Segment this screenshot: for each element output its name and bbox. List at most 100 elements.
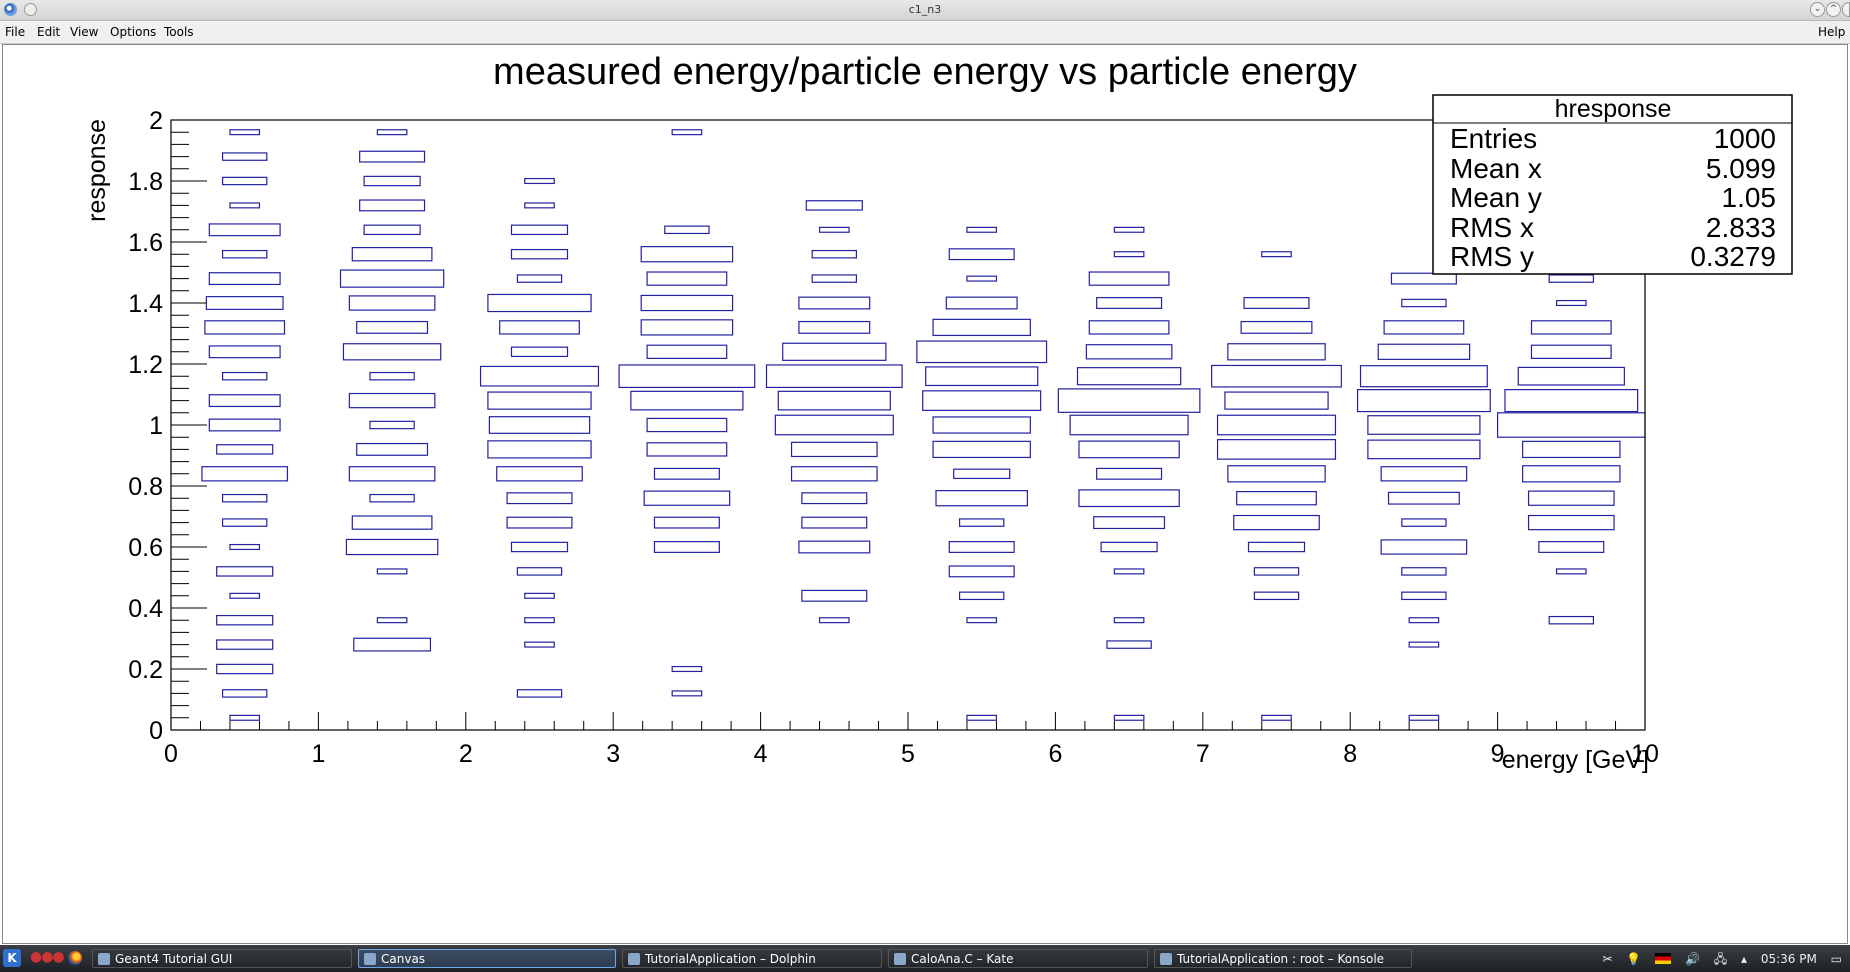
window-titlebar: c1_n3 ⌄ ^: [0, 0, 1850, 21]
histogram-box: [790, 441, 878, 458]
histogram-box: [1113, 251, 1145, 258]
histogram-box: [216, 639, 274, 650]
histogram-box: [774, 414, 894, 436]
histogram-box: [524, 177, 555, 185]
histogram-box: [1390, 272, 1457, 285]
histogram-box: [798, 320, 871, 334]
histogram-box: [345, 538, 439, 556]
histogram-box: [664, 225, 710, 235]
bulb-icon[interactable]: 💡: [1626, 952, 1642, 966]
task-label: TutorialApplication – Dolphin: [645, 952, 816, 966]
histogram-box: [204, 320, 286, 335]
histogram-box: [953, 468, 1011, 480]
histogram-box: [1113, 714, 1145, 721]
task-dolphin[interactable]: TutorialApplication – Dolphin: [622, 949, 882, 968]
histogram-box: [221, 493, 268, 503]
histogram-box: [1356, 389, 1491, 413]
app-icon[interactable]: [4, 3, 17, 16]
histogram-box: [1548, 274, 1595, 283]
histogram-box: [811, 274, 858, 283]
histogram-box: [487, 440, 592, 459]
stats-value-mean-y: 1.05: [1722, 182, 1777, 213]
task-label: TutorialApplication : root – Konsole: [1177, 952, 1385, 966]
kde-menu-icon[interactable]: K: [3, 949, 21, 967]
x-tick-label: 7: [1196, 740, 1210, 768]
y-tick-label: 2: [149, 107, 163, 135]
histogram-box: [1227, 343, 1326, 361]
menu-help[interactable]: Help: [1818, 25, 1846, 39]
keyboard-layout-icon[interactable]: [1655, 953, 1672, 964]
tray-arrow-icon[interactable]: ▴: [1740, 952, 1747, 966]
menu-file[interactable]: File: [5, 25, 26, 39]
firefox-icon[interactable]: [68, 951, 82, 965]
histogram-box: [1096, 467, 1163, 480]
histogram-box: [348, 392, 436, 409]
scissors-icon[interactable]: ✂: [1602, 952, 1613, 966]
histogram-box: [1408, 714, 1440, 721]
menu-edit[interactable]: Edit: [37, 25, 61, 39]
pin-icon[interactable]: [24, 3, 37, 16]
task-canvas[interactable]: Canvas: [358, 949, 616, 968]
histogram-box: [777, 390, 891, 411]
histogram-box: [510, 541, 569, 553]
chart-title: measured energy/particle energy vs parti…: [493, 51, 1357, 93]
histogram-box: [646, 442, 728, 457]
histogram-box: [630, 390, 744, 411]
histogram-box: [216, 444, 274, 455]
y-axis-label: response: [83, 119, 111, 222]
volume-icon[interactable]: 🔊: [1684, 952, 1700, 966]
histogram-box: [966, 226, 998, 233]
histogram-box: [524, 641, 555, 648]
x-tick-label: 2: [459, 740, 473, 768]
activity-dots-icon[interactable]: ●●●: [30, 949, 65, 965]
histogram-box: [208, 223, 281, 237]
histogram-box: [966, 714, 998, 721]
stats-box: hresponse Entries 1000 Mean x 5.099 Mean…: [1432, 94, 1793, 275]
histogram-box: [640, 294, 734, 312]
histogram-box: [1057, 388, 1201, 413]
histogram-box: [1113, 568, 1145, 575]
histogram-box: [351, 247, 433, 262]
close-button[interactable]: [1842, 2, 1850, 17]
histogram-box: [1078, 440, 1180, 459]
histogram-box: [966, 617, 998, 624]
histogram-box: [229, 202, 261, 209]
stats-label-rms-x: RMS x: [1450, 212, 1534, 243]
y-tick-label: 1.4: [128, 290, 163, 318]
maximize-button[interactable]: ^: [1826, 2, 1841, 17]
network-icon[interactable]: 🖧: [1713, 952, 1728, 966]
desktop-icon[interactable]: ▭: [1830, 952, 1842, 966]
x-tick-label: 9: [1491, 740, 1505, 768]
menu-tools[interactable]: Tools: [164, 25, 194, 39]
menu-options[interactable]: Options: [110, 25, 157, 39]
task-konsole[interactable]: TutorialApplication : root – Konsole: [1154, 949, 1412, 968]
x-tick-label: 6: [1048, 740, 1062, 768]
histogram-box: [646, 271, 728, 286]
histogram-box: [1380, 539, 1468, 555]
histogram-box: [1522, 440, 1621, 459]
histogram-box: [221, 152, 268, 161]
histogram-box: [640, 319, 734, 336]
histogram-box: [1088, 271, 1170, 286]
histogram-box: [1401, 298, 1447, 308]
stats-label-mean-y: Mean y: [1450, 182, 1542, 213]
histogram-box: [671, 690, 703, 697]
menu-view[interactable]: View: [70, 25, 99, 39]
root-canvas[interactable]: measured energy/particle energy vs parti…: [2, 44, 1848, 944]
histogram-box: [1401, 518, 1447, 527]
histogram-box: [958, 591, 1005, 601]
histogram-box: [376, 129, 408, 136]
histogram-box: [1401, 591, 1447, 601]
task-geant4-gui[interactable]: Geant4 Tutorial GUI: [92, 949, 352, 968]
task-kate[interactable]: CaloAna.C – Kate: [888, 949, 1148, 968]
histogram-box: [216, 566, 274, 577]
minimize-button[interactable]: ⌄: [1810, 2, 1825, 17]
histogram-box: [499, 320, 580, 335]
histogram-box: [229, 129, 261, 136]
histogram-boxes: [201, 129, 1646, 721]
y-tick-label: 0.8: [128, 473, 163, 501]
histogram-box: [1227, 465, 1326, 483]
histogram-box: [516, 689, 563, 698]
histogram-box: [208, 345, 281, 359]
histogram-box: [221, 249, 268, 259]
